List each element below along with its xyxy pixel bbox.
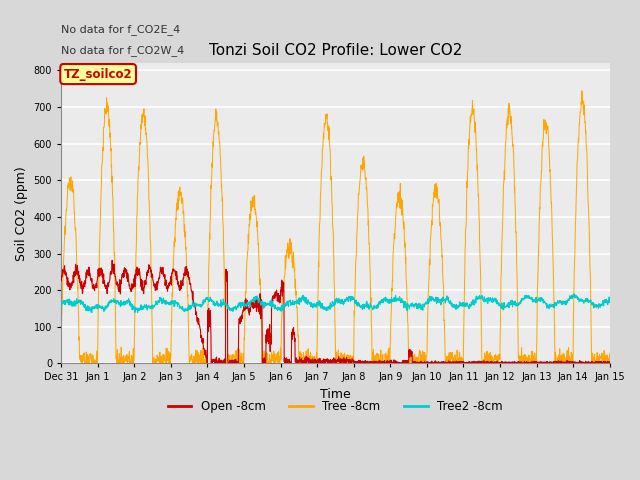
X-axis label: Time: Time: [320, 388, 351, 401]
Text: No data for f_CO2W_4: No data for f_CO2W_4: [61, 45, 184, 56]
Title: Tonzi Soil CO2 Profile: Lower CO2: Tonzi Soil CO2 Profile: Lower CO2: [209, 43, 462, 58]
Legend: Open -8cm, Tree -8cm, Tree2 -8cm: Open -8cm, Tree -8cm, Tree2 -8cm: [163, 395, 508, 418]
Text: TZ_soilco2: TZ_soilco2: [64, 68, 132, 81]
Y-axis label: Soil CO2 (ppm): Soil CO2 (ppm): [15, 166, 28, 261]
Text: No data for f_CO2E_4: No data for f_CO2E_4: [61, 24, 180, 35]
